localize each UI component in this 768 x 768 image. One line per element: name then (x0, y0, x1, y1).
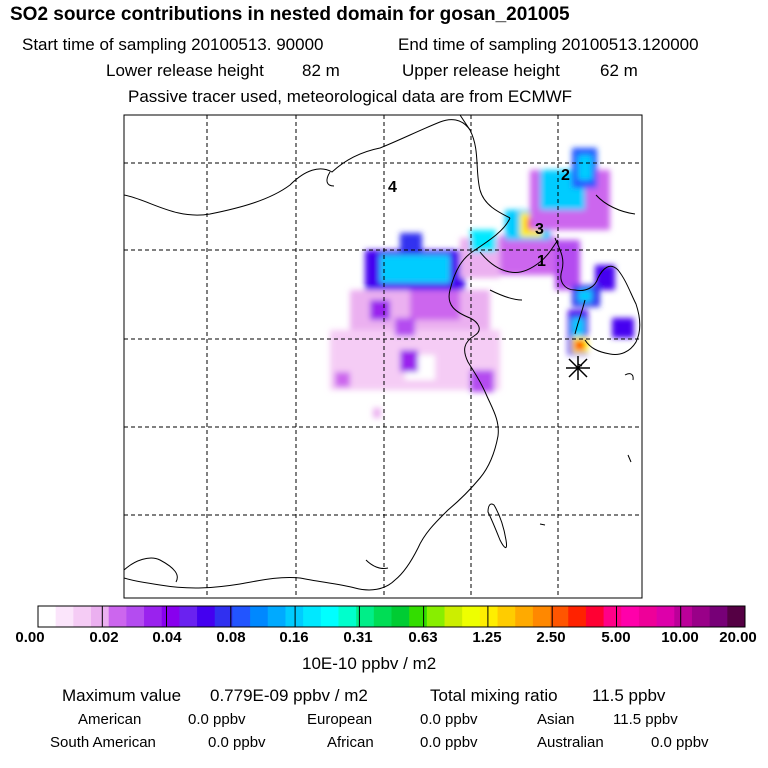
region-value: 0.0 ppbv (208, 734, 266, 751)
colorbar-swatch (126, 606, 145, 627)
max-value-label: Maximum value (62, 686, 182, 705)
colorbar-swatch (409, 606, 428, 627)
colorbar-tick: 10.00 (661, 629, 699, 646)
graticule (124, 115, 642, 598)
region-name: European (307, 711, 373, 728)
upper-release-label: Upper release height (402, 61, 560, 80)
colorbar-tick: 0.16 (279, 629, 309, 646)
colorbar-tick: 0.31 (343, 629, 373, 646)
colorbar-swatch (55, 606, 74, 627)
colorbar-swatch (727, 606, 746, 627)
colorbar-swatch (373, 606, 392, 627)
colorbar-swatch (479, 606, 499, 627)
colorbar-swatch (462, 606, 481, 627)
colorbar-swatch (532, 606, 552, 627)
colorbar-swatch (338, 606, 357, 627)
upper-release-value: 62 m (600, 61, 638, 80)
colorbar-swatch (73, 606, 92, 627)
map-area: 1 2 3 4 (124, 115, 642, 598)
end-time-label: End time of sampling 20100513.120000 (398, 35, 699, 54)
colorbar-tick: 20.00 (719, 629, 757, 646)
colorbar-swatch (38, 606, 57, 627)
colorbar-tick: 1.25 (472, 629, 502, 646)
asterisk-icon (566, 356, 590, 380)
colorbar-swatch (250, 606, 269, 627)
tracer-note: Passive tracer used, meteorological data… (128, 87, 573, 106)
colorbar-swatch (674, 606, 693, 627)
colorbar-swatch (497, 606, 516, 627)
region-name: Asian (537, 711, 575, 728)
lower-release-value: 82 m (302, 61, 340, 80)
colorbar-swatch (426, 606, 446, 627)
colorbar-swatch (709, 606, 728, 627)
colorbar-swatch (621, 606, 640, 627)
colorbar-swatch (232, 606, 251, 627)
colorbar-tick: 0.08 (216, 629, 246, 646)
colorbar-swatch (91, 606, 110, 627)
total-mixing-label: Total mixing ratio (430, 686, 558, 705)
region-label-3: 3 (535, 221, 544, 238)
region-value: 0.0 ppbv (420, 711, 478, 728)
concentration-field (330, 148, 634, 418)
colorbar-swatch (550, 606, 569, 627)
colorbar-swatch (285, 606, 304, 627)
colorbar-swatch (161, 606, 180, 627)
region-label-1: 1 (537, 253, 546, 270)
colorbar-frame (37, 605, 746, 628)
region-name: South American (50, 734, 156, 751)
region-value: 0.0 ppbv (420, 734, 478, 751)
colorbar-swatch (267, 606, 286, 627)
coastlines (124, 115, 641, 591)
lower-release-label: Lower release height (106, 61, 264, 80)
colorbar-swatch (214, 606, 233, 627)
colorbar-tick: 0.02 (89, 629, 119, 646)
colorbar-swatch (197, 606, 216, 627)
colorbar-swatch (585, 606, 605, 627)
colorbar-swatch (568, 606, 587, 627)
max-value: 0.779E-09 ppbv / m2 (210, 686, 368, 705)
colorbar-tick: 2.50 (536, 629, 566, 646)
map-title: SO2 source contributions in nested domai… (10, 4, 570, 25)
colorbar-swatch (603, 606, 622, 627)
colorbar-swatch (303, 606, 322, 627)
region-label-2: 2 (561, 167, 570, 184)
colorbar-swatch (656, 606, 675, 627)
colorbar-tick: 0.63 (408, 629, 438, 646)
region-value: 11.5 ppbv (613, 711, 678, 728)
colorbar-swatch (391, 606, 410, 627)
map-frame (123, 114, 643, 599)
region-name: American (78, 711, 142, 728)
colorbar-swatch (356, 606, 375, 627)
region-value: 0.0 ppbv (188, 711, 246, 728)
start-time-label: Start time of sampling 20100513. 90000 (22, 35, 324, 54)
colorbar-tick: 0.04 (152, 629, 182, 646)
region-name: African (327, 734, 374, 751)
colorbar-swatch (320, 606, 339, 627)
colorbar-swatch (444, 606, 463, 627)
region-name: Australian (537, 734, 604, 751)
colorbar-units: 10E-10 ppbv / m2 (302, 654, 437, 673)
colorbar-swatch (515, 606, 534, 627)
colorbar-tick: 5.00 (601, 629, 631, 646)
colorbar-swatch (144, 606, 163, 627)
region-label-4: 4 (388, 179, 397, 196)
total-mixing-value: 11.5 ppbv (592, 686, 666, 705)
colorbar-swatch (691, 606, 711, 627)
colorbar-swatch (179, 606, 198, 627)
colorbar-swatch (108, 606, 127, 627)
colorbar-swatch (638, 606, 658, 627)
colorbar (38, 606, 746, 627)
colorbar-tick: 0.00 (15, 629, 45, 646)
region-value: 0.0 ppbv (651, 734, 709, 751)
